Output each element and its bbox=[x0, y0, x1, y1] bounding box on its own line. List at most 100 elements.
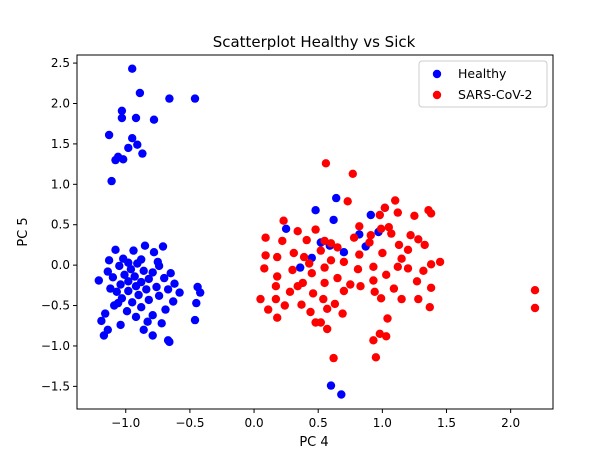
point-sars-cov-2-15 bbox=[311, 225, 320, 234]
point-sars-cov-2-23 bbox=[261, 233, 270, 242]
point-healthy-32 bbox=[139, 266, 148, 275]
point-healthy-82 bbox=[311, 206, 320, 215]
point-healthy-52 bbox=[112, 287, 122, 296]
point-sars-cov-2-75 bbox=[414, 294, 423, 304]
point-sars-cov-2-93 bbox=[371, 353, 381, 362]
point-sars-cov-2-36 bbox=[397, 254, 406, 263]
point-healthy-18 bbox=[158, 242, 168, 251]
point-healthy-85 bbox=[329, 215, 338, 225]
point-healthy-62 bbox=[192, 298, 201, 308]
point-sars-cov-2-54 bbox=[273, 272, 282, 281]
point-healthy-43 bbox=[170, 279, 179, 288]
y-tick-label: 0.0 bbox=[51, 258, 70, 272]
y-axis-ticks: −1.5 −1.0 −0.5 0.0 0.5 1.0 1.5 2.0 2.5 bbox=[41, 56, 77, 393]
point-sars-cov-2-2 bbox=[343, 197, 352, 206]
point-sars-cov-2-83 bbox=[338, 309, 347, 318]
point-healthy-17 bbox=[140, 241, 150, 250]
point-healthy-10 bbox=[133, 140, 142, 149]
point-healthy-4 bbox=[117, 106, 127, 116]
point-healthy-70 bbox=[190, 315, 200, 325]
point-sars-cov-2-59 bbox=[320, 278, 329, 288]
point-healthy-94 bbox=[339, 248, 349, 257]
point-healthy-40 bbox=[94, 276, 104, 285]
point-healthy-72 bbox=[143, 317, 152, 326]
point-healthy-68 bbox=[148, 311, 157, 320]
point-sars-cov-2-20 bbox=[320, 236, 329, 246]
point-sars-cov-2-32 bbox=[378, 248, 387, 258]
x-tick-label: 0.0 bbox=[245, 416, 264, 430]
point-sars-cov-2-26 bbox=[326, 239, 336, 248]
point-healthy-8 bbox=[104, 130, 114, 140]
point-healthy-20 bbox=[129, 246, 138, 255]
point-sars-cov-2-19 bbox=[406, 231, 415, 240]
point-sars-cov-2-66 bbox=[285, 287, 295, 296]
point-healthy-96 bbox=[337, 390, 346, 399]
point-sars-cov-2-70 bbox=[256, 294, 265, 304]
point-healthy-0 bbox=[128, 64, 137, 73]
point-sars-cov-2-89 bbox=[382, 332, 391, 341]
point-healthy-16 bbox=[107, 176, 116, 186]
point-healthy-60 bbox=[128, 298, 137, 307]
point-sars-cov-2-22 bbox=[414, 235, 423, 244]
point-healthy-28 bbox=[154, 261, 164, 271]
point-sars-cov-2-84 bbox=[273, 313, 282, 322]
point-healthy-25 bbox=[124, 258, 133, 267]
point-sars-cov-2-21 bbox=[365, 238, 374, 247]
point-sars-cov-2-10 bbox=[279, 216, 288, 225]
point-healthy-73 bbox=[157, 319, 166, 328]
point-healthy-19 bbox=[111, 245, 120, 254]
point-sars-cov-2-92 bbox=[329, 353, 338, 363]
point-sars-cov-2-42 bbox=[426, 260, 436, 269]
point-sars-cov-2-52 bbox=[307, 269, 316, 278]
point-healthy-27 bbox=[133, 259, 142, 268]
point-healthy-92 bbox=[296, 263, 305, 272]
point-sars-cov-2-79 bbox=[323, 304, 332, 313]
point-sars-cov-2-57 bbox=[412, 277, 422, 286]
point-sars-cov-2-38 bbox=[261, 251, 270, 260]
point-sars-cov-2-87 bbox=[383, 314, 392, 323]
point-healthy-21 bbox=[149, 248, 159, 257]
point-healthy-48 bbox=[106, 284, 115, 293]
point-sars-cov-2-14 bbox=[293, 227, 302, 236]
point-healthy-65 bbox=[161, 305, 170, 314]
point-healthy-53 bbox=[175, 288, 184, 297]
point-healthy-84 bbox=[366, 210, 375, 220]
point-healthy-77 bbox=[148, 331, 157, 340]
point-healthy-34 bbox=[166, 269, 175, 278]
legend-box bbox=[418, 60, 548, 108]
point-sars-cov-2-49 bbox=[288, 265, 297, 275]
point-sars-cov-2-40 bbox=[339, 257, 349, 267]
point-sars-cov-2-81 bbox=[264, 305, 273, 314]
point-healthy-29 bbox=[115, 261, 124, 271]
y-tick-label: −1.0 bbox=[41, 339, 70, 353]
point-sars-cov-2-48 bbox=[403, 264, 413, 273]
point-healthy-74 bbox=[116, 320, 125, 330]
y-tick-label: 2.0 bbox=[51, 96, 70, 110]
x-tick-label: 1.5 bbox=[437, 416, 456, 430]
point-sars-cov-2-69 bbox=[308, 289, 318, 298]
point-healthy-39 bbox=[144, 274, 153, 284]
point-healthy-67 bbox=[101, 309, 110, 318]
point-sars-cov-2-5 bbox=[380, 203, 390, 212]
y-tick-label: 1.5 bbox=[51, 137, 70, 151]
x-axis-label: PC 4 bbox=[299, 435, 328, 450]
point-healthy-14 bbox=[111, 155, 120, 165]
point-sars-cov-2-18 bbox=[387, 229, 396, 238]
point-healthy-45 bbox=[131, 282, 141, 291]
point-healthy-41 bbox=[124, 277, 133, 286]
point-sars-cov-2-50 bbox=[353, 265, 363, 274]
point-sars-cov-2-94 bbox=[530, 286, 540, 295]
point-sars-cov-2-56 bbox=[369, 276, 378, 285]
point-sars-cov-2-60 bbox=[346, 280, 355, 289]
point-sars-cov-2-76 bbox=[330, 299, 340, 309]
point-healthy-54 bbox=[196, 288, 205, 297]
y-tick-label: 0.5 bbox=[51, 218, 70, 232]
y-tick-label: −1.5 bbox=[41, 379, 70, 393]
point-sars-cov-2-12 bbox=[376, 224, 386, 233]
point-sars-cov-2-77 bbox=[297, 300, 306, 309]
point-healthy-6 bbox=[117, 113, 127, 123]
point-healthy-31 bbox=[103, 267, 113, 276]
point-sars-cov-2-29 bbox=[333, 243, 342, 252]
point-sars-cov-2-91 bbox=[369, 336, 378, 345]
y-tick-label: −0.5 bbox=[41, 299, 70, 313]
